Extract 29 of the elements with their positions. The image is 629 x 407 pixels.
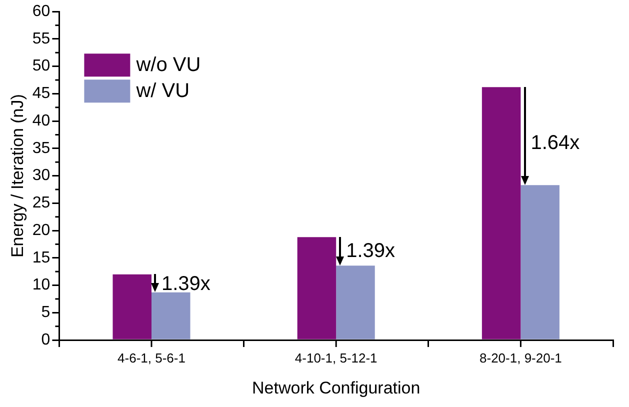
y-tick-label: 50 — [32, 58, 50, 75]
y-tick-label: 15 — [32, 249, 50, 266]
bar — [152, 292, 190, 340]
y-tick-label: 35 — [32, 140, 50, 157]
legend-label: w/o VU — [135, 54, 201, 76]
bar — [297, 237, 336, 340]
y-tick-label: 55 — [32, 30, 50, 48]
y-tick-label: 40 — [32, 112, 50, 130]
bar — [520, 185, 560, 340]
x-tick-label: 8-20-1, 9-20-1 — [480, 350, 562, 366]
legend-label: w/ VU — [135, 80, 190, 102]
y-tick-label: 20 — [32, 222, 50, 239]
y-axis-title: Energy / Iteration (nJ) — [8, 94, 27, 258]
annotation: 1.39x — [346, 240, 396, 262]
y-tick-label: 25 — [32, 194, 50, 212]
y-tick-label: 30 — [32, 167, 50, 184]
y-tick-label: 10 — [32, 276, 50, 294]
bar — [336, 266, 375, 340]
x-tick-label: 4-10-1, 5-12-1 — [294, 350, 378, 366]
bar — [482, 87, 521, 340]
annotation: 1.39x — [161, 273, 210, 296]
y-tick-label: 0 — [41, 331, 50, 348]
x-tick-label: 4-6-1, 5-6-1 — [118, 350, 186, 366]
y-tick-label: 60 — [32, 3, 50, 20]
x-axis-title: Network Configuration — [252, 378, 420, 398]
y-tick-label: 45 — [32, 85, 50, 102]
annotation: 1.64x — [530, 132, 580, 154]
bar — [112, 274, 152, 340]
y-tick-label: 5 — [41, 304, 50, 322]
